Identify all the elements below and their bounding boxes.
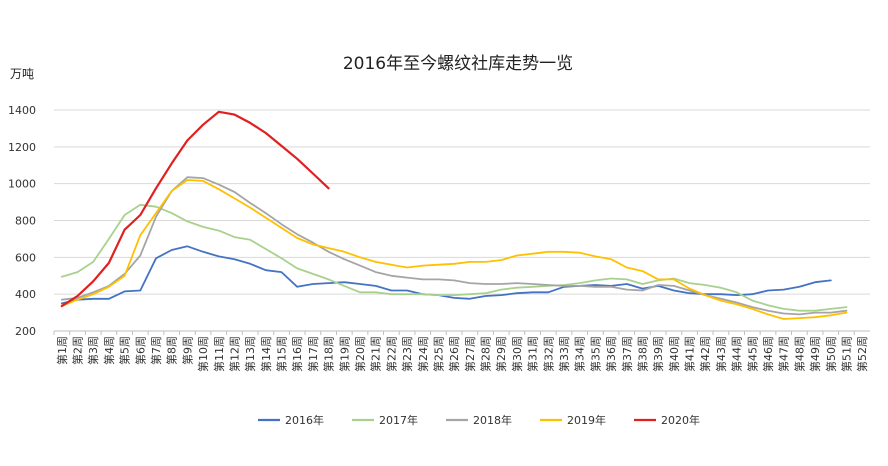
x-tick-label: 第37周 bbox=[620, 336, 634, 372]
x-tick-label: 第11周 bbox=[212, 336, 226, 372]
legend-label: 2018年 bbox=[473, 413, 512, 427]
x-tick-label: 第46周 bbox=[761, 336, 775, 372]
x-tick-label: 第10周 bbox=[196, 336, 210, 372]
x-tick-label: 第50周 bbox=[824, 336, 838, 372]
x-tick-label: 第40周 bbox=[667, 336, 681, 372]
series-line bbox=[60, 176, 848, 316]
x-tick-label: 第15周 bbox=[275, 336, 289, 372]
x-tick-label: 第3周 bbox=[86, 336, 100, 365]
x-tick-label: 第24周 bbox=[416, 336, 430, 372]
x-tick-label: 第45周 bbox=[745, 336, 759, 372]
x-tick-label: 第31周 bbox=[526, 336, 540, 372]
x-tick-label: 第47周 bbox=[777, 336, 791, 372]
x-tick-label: 第33周 bbox=[557, 336, 571, 372]
x-tick-label: 第28周 bbox=[479, 336, 493, 372]
x-tick-label: 第43周 bbox=[714, 336, 728, 372]
x-tick-label: 第9周 bbox=[180, 336, 194, 365]
x-tick-label: 第22周 bbox=[384, 336, 398, 372]
x-tick-label: 第27周 bbox=[463, 336, 477, 372]
x-tick-label: 第29周 bbox=[494, 336, 508, 372]
y-axis-unit-label: 万吨 bbox=[10, 67, 34, 81]
legend-label: 2020年 bbox=[661, 413, 700, 427]
x-tick-label: 第8周 bbox=[165, 336, 179, 365]
x-tick-label: 第35周 bbox=[588, 336, 602, 372]
x-tick-label: 第34周 bbox=[573, 336, 587, 372]
y-tick-label: 1200 bbox=[8, 141, 36, 154]
x-tick-label: 第38周 bbox=[635, 336, 649, 372]
x-tick-label: 第18周 bbox=[322, 336, 336, 372]
x-tick-label: 第32周 bbox=[541, 336, 555, 372]
x-tick-label: 第39周 bbox=[651, 336, 665, 372]
x-tick-label: 第48周 bbox=[792, 336, 806, 372]
legend: 2016年 2017年 2018年 2019年 2020年 bbox=[258, 413, 700, 427]
x-tick-label: 第5周 bbox=[118, 336, 132, 365]
chart-title: 2016年至今螺纹社库走势一览 bbox=[343, 54, 573, 74]
y-tick-label: 1000 bbox=[8, 178, 36, 191]
series-line bbox=[60, 203, 848, 312]
gridlines bbox=[54, 109, 870, 295]
x-tick-label: 第7周 bbox=[149, 336, 163, 365]
x-axis-ticks: 第1周 第2周 第3周 第4周 第5周 第6周 第7周 第8周 第9周 第10周 第11周 第12周第… bbox=[53, 331, 869, 372]
x-tick-label: 第14周 bbox=[259, 336, 273, 372]
series-lines bbox=[60, 110, 848, 320]
x-tick-label: 第6周 bbox=[133, 336, 147, 365]
x-tick-label: 第41周 bbox=[683, 336, 697, 372]
series-line bbox=[60, 179, 848, 320]
y-tick-label: 400 bbox=[15, 288, 36, 301]
x-tick-label: 第4周 bbox=[102, 336, 116, 365]
x-tick-label: 第19周 bbox=[337, 336, 351, 372]
x-tick-label: 第44周 bbox=[730, 336, 744, 372]
x-tick-label: 第49周 bbox=[808, 336, 822, 372]
y-tick-label: 200 bbox=[15, 325, 36, 338]
legend-label: 2016年 bbox=[285, 413, 324, 427]
x-tick-label: 第1周 bbox=[55, 336, 69, 365]
legend-label: 2017年 bbox=[379, 413, 418, 427]
y-tick-label: 800 bbox=[15, 215, 36, 228]
x-tick-label: 第12周 bbox=[227, 336, 241, 372]
x-tick-label: 第36周 bbox=[604, 336, 618, 372]
x-tick-label: 第21周 bbox=[369, 336, 383, 372]
x-tick-label: 第2周 bbox=[71, 336, 85, 365]
x-tick-label: 第13周 bbox=[243, 336, 257, 372]
x-tick-label: 第16周 bbox=[290, 336, 304, 372]
x-tick-label: 第42周 bbox=[698, 336, 712, 372]
legend-label: 2019年 bbox=[567, 413, 606, 427]
x-tick-label: 第26周 bbox=[447, 336, 461, 372]
x-tick-label: 第51周 bbox=[839, 336, 853, 372]
x-tick-label: 第52周 bbox=[855, 336, 869, 372]
x-tick-label: 第17周 bbox=[306, 336, 320, 372]
x-tick-label: 第20周 bbox=[353, 336, 367, 372]
y-tick-label: 600 bbox=[15, 251, 36, 264]
x-tick-label: 第23周 bbox=[400, 336, 414, 372]
x-tick-label: 第30周 bbox=[510, 336, 524, 372]
series-line bbox=[60, 110, 330, 308]
y-axis-ticks: 200 400 600 800 1000 1200 1400 bbox=[8, 104, 36, 338]
y-tick-label: 1400 bbox=[8, 104, 36, 117]
x-tick-label: 第25周 bbox=[431, 336, 445, 372]
